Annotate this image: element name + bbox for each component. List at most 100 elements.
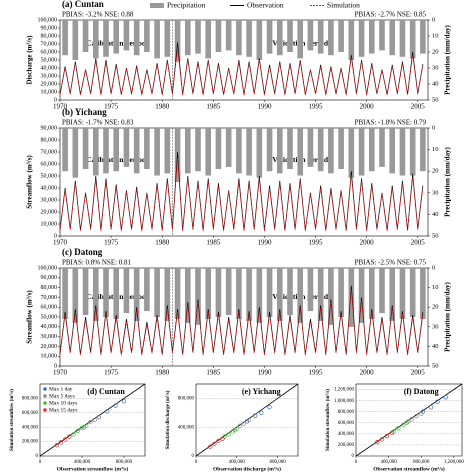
y-tick-label: 80,000 bbox=[41, 285, 58, 291]
series-line bbox=[59, 289, 424, 356]
y2-tick-label: 40 bbox=[432, 211, 439, 218]
precip-bar bbox=[297, 268, 304, 323]
x-tick-label: 1995 bbox=[309, 103, 324, 111]
precip-bar bbox=[236, 128, 242, 174]
y-tick-label: 10,000 bbox=[41, 354, 58, 360]
precip-bar bbox=[174, 20, 181, 62]
y2-axis-label: Precipitation (mm/day) bbox=[444, 147, 452, 217]
precip-bar bbox=[317, 128, 324, 172]
x-tick-label: 1990 bbox=[257, 239, 272, 247]
precip-bar bbox=[246, 268, 252, 321]
chart-title: (a) Cuntan bbox=[62, 0, 104, 9]
precip-bar bbox=[184, 268, 191, 323]
x-tick-label: 400,000 bbox=[74, 460, 91, 465]
precip-bar bbox=[113, 268, 120, 319]
x-tick-label: 1985 bbox=[206, 103, 221, 111]
legend-label: Precipitation bbox=[167, 1, 206, 10]
annotation: PBIAS: -3.2% NSE: 0.88 bbox=[62, 11, 134, 19]
precip-bar bbox=[164, 268, 171, 321]
precip-bar bbox=[338, 268, 344, 317]
y-tick-label: 50,000 bbox=[41, 314, 58, 320]
precip-bar bbox=[358, 268, 365, 323]
precip-bar bbox=[399, 128, 406, 176]
precip-bar bbox=[195, 268, 201, 325]
legend-marker bbox=[43, 387, 47, 391]
x-tick-label: 2000 bbox=[360, 369, 375, 377]
precip-bar bbox=[287, 268, 293, 316]
x-tick-label: 1975 bbox=[104, 239, 119, 247]
y-tick-label: 200,000 bbox=[22, 440, 39, 445]
y-tick-label: 30,000 bbox=[41, 197, 58, 203]
precip-bar bbox=[144, 20, 150, 52]
x-tick-label: 400,000 bbox=[380, 460, 397, 465]
chart-title: (c) Datong bbox=[62, 247, 103, 257]
precip-bar bbox=[287, 128, 293, 170]
scatter-point bbox=[67, 434, 72, 439]
y-tick-label: 800,000 bbox=[22, 397, 39, 402]
precip-bar bbox=[205, 128, 212, 176]
legend-label: Max 10 days bbox=[49, 400, 77, 406]
precip-bar bbox=[225, 128, 232, 167]
precip-bar bbox=[72, 268, 79, 323]
precip-bar bbox=[358, 20, 365, 57]
precip-bar bbox=[154, 20, 160, 59]
precip-bar bbox=[144, 268, 150, 312]
y2-tick-label: 30 bbox=[432, 64, 439, 71]
y-axis-label: Simulation streamflow (m³/s) bbox=[325, 389, 331, 451]
x-tick-label: 2005 bbox=[411, 239, 426, 247]
precip-bar bbox=[317, 268, 324, 321]
annotation: PBIAS: -1.7% NSE: 0.83 bbox=[62, 119, 134, 127]
x-tick-label: 0 bbox=[39, 460, 42, 465]
precip-bar bbox=[133, 268, 140, 321]
y2-tick-label: 10 bbox=[432, 32, 439, 39]
x-tick-label: 1985 bbox=[206, 369, 221, 377]
precip-bar bbox=[379, 20, 385, 51]
precip-bar bbox=[195, 128, 201, 172]
scatter-point bbox=[234, 426, 239, 431]
y-tick-label: 20,000 bbox=[41, 81, 58, 87]
x-tick-label: 1995 bbox=[309, 239, 324, 247]
y-tick-label: 1,200,000 bbox=[334, 388, 355, 393]
scatter-point bbox=[253, 413, 258, 418]
precip-bar bbox=[113, 128, 120, 172]
x-tick-label: 0 bbox=[355, 460, 358, 465]
y-tick-label: 0 bbox=[54, 97, 57, 103]
x-axis-label: Observation streamflow (m³/s) bbox=[57, 465, 129, 472]
precip-bar bbox=[72, 20, 79, 60]
precip-bar bbox=[113, 20, 120, 54]
precip-bar bbox=[266, 20, 273, 54]
x-tick-label: 2000 bbox=[360, 239, 375, 247]
precip-bar bbox=[103, 128, 109, 174]
precip-bar bbox=[348, 20, 355, 60]
y-tick-label: 600,000 bbox=[22, 411, 39, 416]
x-tick-label: 1,200,000 bbox=[444, 460, 465, 465]
x-tick-label: 1975 bbox=[104, 103, 119, 111]
precip-bar bbox=[215, 128, 222, 170]
y-tick-label: 30,000 bbox=[41, 334, 58, 340]
precip-bar bbox=[307, 128, 314, 167]
x-tick-label: 1970 bbox=[53, 239, 68, 247]
y2-tick-label: 0 bbox=[432, 16, 435, 23]
precip-bar bbox=[379, 128, 385, 167]
legend-marker bbox=[43, 401, 47, 405]
precip-bar bbox=[82, 128, 89, 170]
y-tick-label: 90,000 bbox=[41, 125, 58, 131]
scatter-point bbox=[84, 423, 89, 428]
precip-bar bbox=[82, 20, 89, 52]
legend-label: Max 1 day bbox=[49, 386, 73, 392]
precip-bar bbox=[409, 268, 416, 317]
y2-tick-label: 40 bbox=[432, 343, 439, 350]
scatter-point bbox=[121, 399, 127, 404]
y-tick-label: 60,000 bbox=[41, 161, 58, 167]
precip-bar bbox=[256, 20, 263, 60]
legend-swatch bbox=[150, 3, 164, 8]
precip-bar bbox=[379, 268, 385, 314]
precip-bar bbox=[389, 268, 396, 321]
precip-bar bbox=[256, 268, 263, 323]
precip-bar bbox=[266, 128, 273, 172]
scatter-point bbox=[79, 425, 85, 431]
precip-bar bbox=[92, 20, 99, 59]
y-axis-label: Streamflow (m³/s) bbox=[26, 155, 34, 209]
y2-tick-label: 10 bbox=[432, 284, 439, 291]
y2-tick-label: 50 bbox=[432, 362, 439, 369]
